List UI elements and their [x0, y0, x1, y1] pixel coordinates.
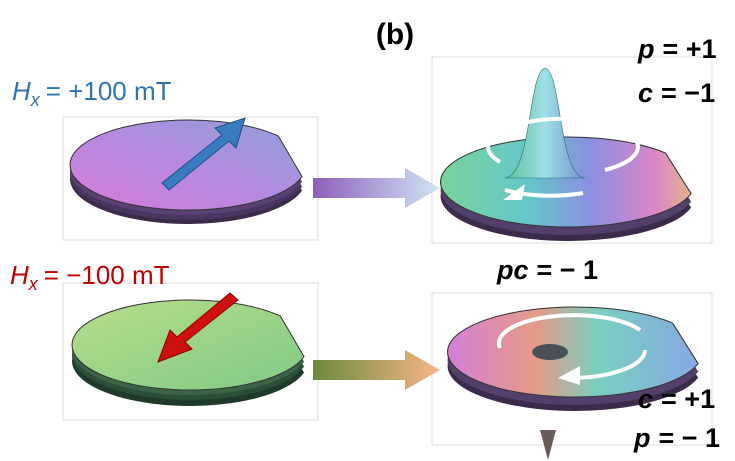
product-label: pc = − 1 — [496, 255, 598, 285]
panel-label: (b) — [376, 18, 414, 51]
product-value: = − 1 — [537, 255, 599, 285]
field-value: = +100 mT — [46, 76, 172, 106]
state-value: = − 1 — [659, 423, 721, 453]
field-symbol: H — [10, 260, 29, 290]
field-value: = −100 mT — [44, 260, 170, 290]
state-symbol: p — [637, 34, 655, 64]
state-symbol: c — [638, 384, 653, 414]
state-label: c = +1 — [638, 384, 715, 414]
disk — [72, 300, 304, 406]
state-label: p = +1 — [637, 34, 717, 64]
figure: (b) Hx= +100 mT Hx= −100 mT p= +1 c= −1 … — [0, 0, 735, 461]
product-symbol: pc — [496, 255, 529, 285]
field-label: Hx= −100 mT — [10, 260, 170, 294]
state-symbol: p — [633, 423, 651, 453]
state-value: = −1 — [661, 78, 715, 108]
state-label: p = − 1 — [633, 423, 720, 453]
page: {"panel_label": "(b)", "top": {"field": … — [0, 0, 735, 461]
transition-arrow — [313, 168, 440, 208]
core-hole — [532, 344, 568, 360]
state-symbol: c — [638, 78, 653, 108]
field-subscript: x — [30, 90, 41, 110]
field-subscript: x — [28, 274, 39, 294]
field-symbol: H — [12, 76, 31, 106]
field-label: Hx= +100 mT — [12, 76, 172, 110]
state-value: = +1 — [661, 384, 715, 414]
state-value: = +1 — [663, 34, 717, 64]
transition-arrow — [313, 350, 440, 390]
state-label: c = −1 — [638, 78, 715, 108]
